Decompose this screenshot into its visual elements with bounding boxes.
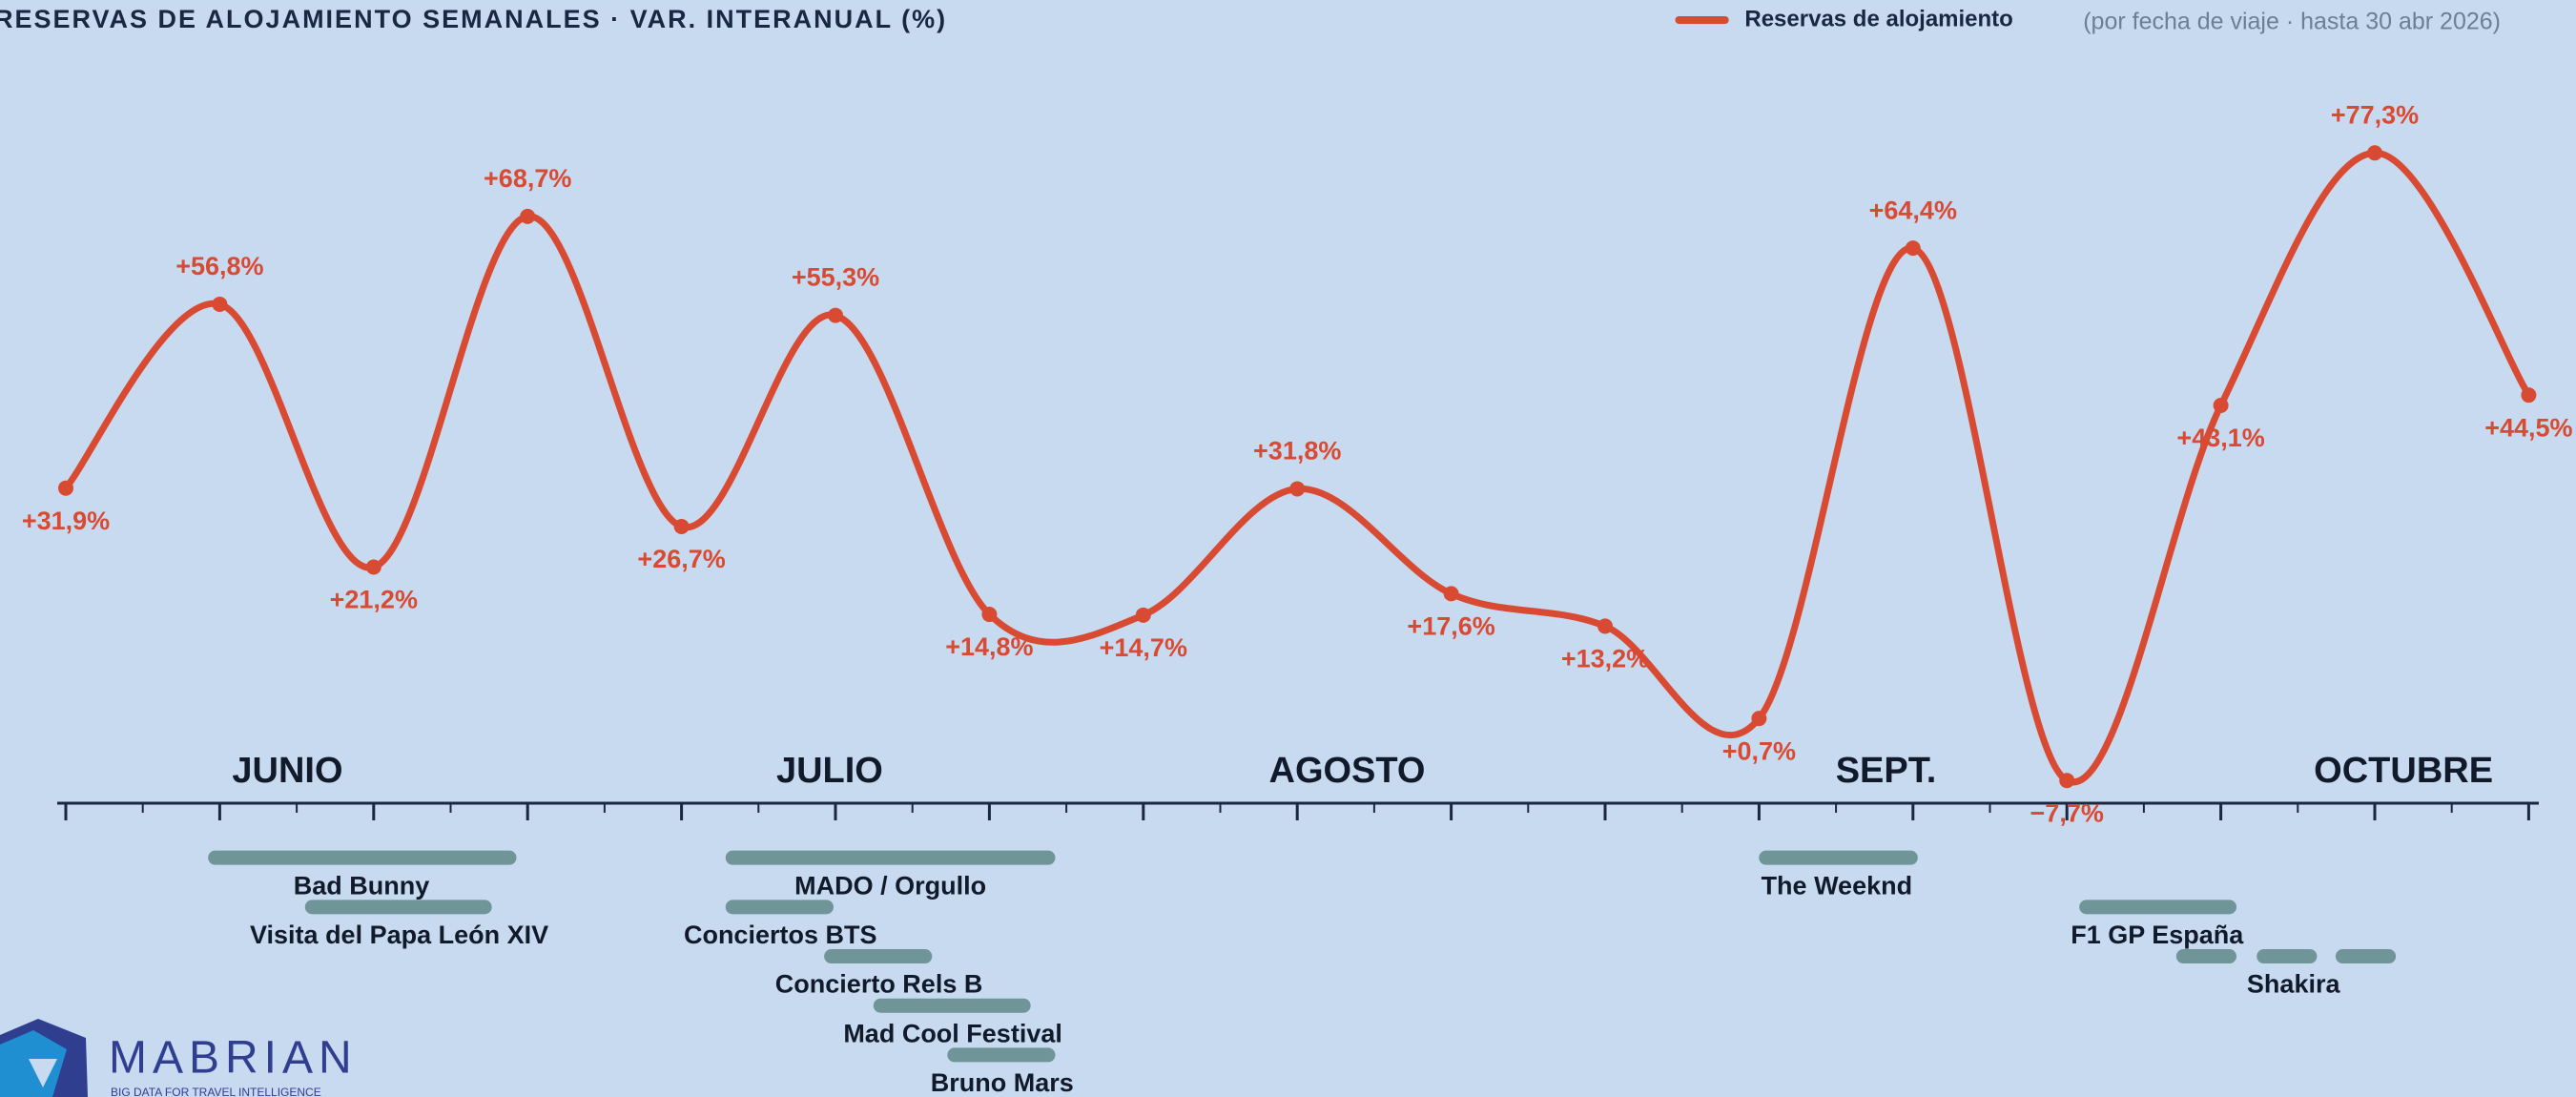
event-label: The Weeknd (1762, 871, 1913, 900)
data-point (828, 307, 843, 323)
month-label: OCTUBRE (2314, 751, 2493, 791)
data-point (2213, 398, 2229, 414)
event-label: Mad Cool Festival (843, 1019, 1062, 1047)
event-label: F1 GP España (2071, 921, 2244, 949)
data-point (2367, 145, 2382, 161)
month-label: AGOSTO (1269, 751, 1426, 791)
data-label: +17,6% (1407, 612, 1494, 641)
data-label: +43,1% (2176, 424, 2264, 452)
series-line (63, 149, 2532, 786)
data-point (212, 296, 228, 312)
data-point (2059, 773, 2075, 789)
chart-title: RESERVAS DE ALOJAMIENTO SEMANALES · VAR.… (0, 5, 947, 33)
logo-name: MABRIAN (109, 1033, 358, 1084)
logo-mark (29, 1059, 57, 1087)
event-label: Bad Bunny (294, 871, 430, 900)
data-label: +0,7% (1722, 736, 1796, 765)
data-point (1289, 481, 1306, 497)
month-label: SEPT. (1836, 751, 1937, 791)
data-label: +31,9% (22, 507, 110, 535)
data-label: −7,7% (2030, 798, 2104, 827)
event-label: Bruno Mars (931, 1068, 1074, 1097)
month-label: JUNIO (232, 751, 342, 791)
event-label: Shakira (2247, 970, 2341, 999)
event-label: MADO / Orgullo (794, 871, 986, 900)
data-label: +31,8% (1253, 437, 1341, 466)
month-label: JULIO (776, 751, 883, 791)
data-point (1751, 711, 1767, 727)
data-label: +55,3% (792, 263, 879, 292)
data-point (1443, 586, 1459, 602)
logo: MABRIAN BIG DATA FOR TRAVEL INTELLIGENCE (0, 1019, 358, 1097)
event-label: Visita del Papa León XIV (250, 921, 548, 949)
data-label: +26,7% (637, 545, 725, 573)
legend-label: Reservas de alojamiento (1744, 6, 2012, 31)
data-point (1905, 240, 1921, 257)
event-label: Conciertos BTS (684, 921, 877, 949)
data-point (981, 607, 998, 623)
data-label: +68,7% (484, 164, 571, 193)
chart-subtitle: (por fecha de viaje · hasta 30 abr 2026) (2083, 9, 2501, 35)
data-label: +56,8% (175, 252, 263, 280)
data-point (2521, 387, 2537, 404)
data-label: +44,5% (2484, 413, 2572, 442)
data-label: +77,3% (2331, 100, 2419, 129)
event-label: Concierto Rels B (775, 970, 983, 999)
data-label: +21,2% (330, 586, 418, 614)
data-label: +64,4% (1869, 196, 1957, 224)
data-point (1597, 618, 1613, 634)
data-point (520, 208, 536, 224)
data-point (1135, 607, 1151, 623)
data-point (58, 480, 73, 496)
data-point (673, 518, 690, 534)
data-label: +14,7% (1100, 633, 1187, 662)
data-label: +14,8% (945, 632, 1033, 661)
data-point (365, 559, 381, 575)
logo-tagline: BIG DATA FOR TRAVEL INTELLIGENCE (111, 1086, 321, 1097)
data-label: +13,2% (1561, 645, 1649, 673)
